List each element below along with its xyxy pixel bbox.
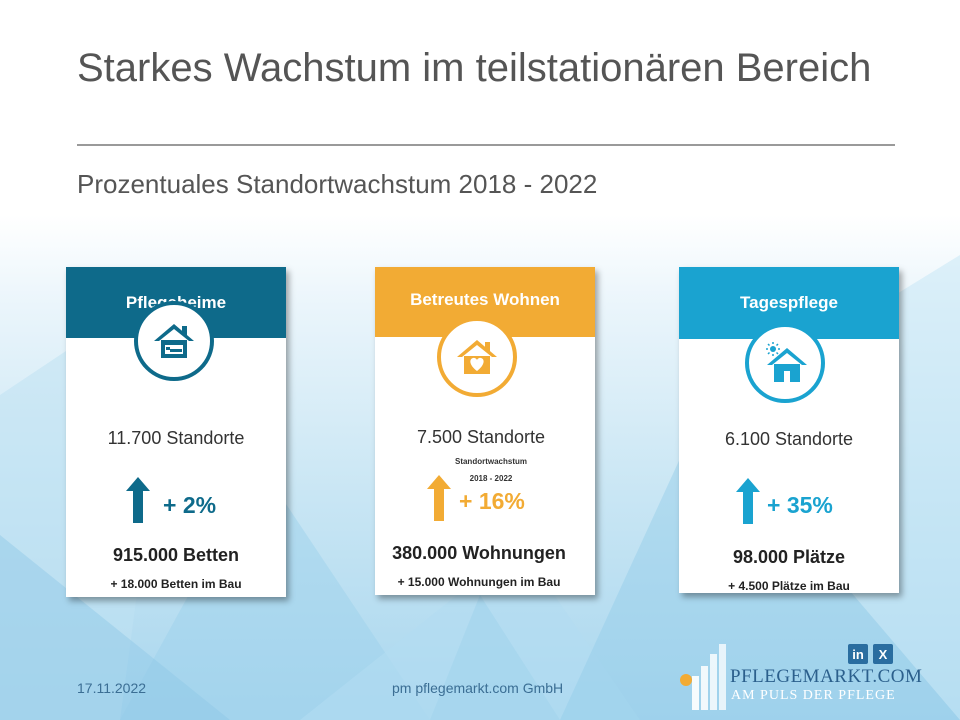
icon-circle xyxy=(134,301,214,381)
growth-percent: + 35% xyxy=(767,492,833,518)
house-sun-icon xyxy=(766,342,807,382)
arrow-up-icon xyxy=(736,478,760,524)
growth-percent: + 2% xyxy=(163,492,217,518)
card-locations: 7.500 Standorte xyxy=(416,427,546,447)
growth-note-label: Standortwachstum xyxy=(454,457,527,466)
capacity-value: 380.000 Wohnungen xyxy=(392,543,566,563)
logo-tagline: AM PULS DER PFLEGE xyxy=(731,688,896,703)
capacity-value: 98.000 Plätze xyxy=(732,547,846,567)
card-tagespflege: Tagespflege 6.100 Standorte + 35% 98.000… xyxy=(679,267,899,593)
footer-company: pm pflegemarkt.com GmbH xyxy=(392,680,564,696)
linkedin-icon[interactable]: in xyxy=(848,644,868,664)
capacity-value: 915.000 Betten xyxy=(112,545,240,565)
page-title: Starkes Wachstum im teilstationären Bere… xyxy=(77,46,872,90)
house-heart-icon xyxy=(457,340,497,374)
xing-icon[interactable]: X xyxy=(873,644,893,664)
title-divider xyxy=(77,144,895,146)
card-locations: 6.100 Standorte xyxy=(724,429,854,449)
card-locations: 11.700 Standorte xyxy=(107,428,245,448)
growth-percent: + 16% xyxy=(459,488,525,514)
construction-value: + 4.500 Plätze im Bau xyxy=(728,579,850,593)
construction-value: + 18.000 Betten im Bau xyxy=(110,577,242,591)
pflegemarkt-logo-icon xyxy=(680,644,726,710)
card-header-label: Betreutes Wohnen xyxy=(410,290,560,309)
house-bed-icon xyxy=(154,324,194,358)
arrow-up-icon xyxy=(126,477,150,523)
logo-name: PFLEGEMARKT.COM xyxy=(730,666,923,687)
page-subtitle: Prozentuales Standortwachstum 2018 - 202… xyxy=(77,169,598,199)
growth-note: Standortwachstum 2018 - 2022 xyxy=(381,453,601,487)
arrow-up-icon xyxy=(427,475,451,521)
footer-date: 17.11.2022 xyxy=(77,680,147,696)
growth-note-period: 2018 - 2022 xyxy=(469,474,513,483)
icon-circle xyxy=(437,317,517,397)
card-pflegeheime: Pflegeheime 11.700 Standorte + 2% 915.00… xyxy=(66,267,286,597)
construction-value: + 15.000 Wohnungen im Bau xyxy=(397,575,561,589)
card-header-label: Tagespflege xyxy=(740,293,838,312)
card-betreutes-wohnen: Betreutes Wohnen 7.500 Standorte Standor… xyxy=(375,267,595,595)
icon-circle xyxy=(745,323,825,403)
